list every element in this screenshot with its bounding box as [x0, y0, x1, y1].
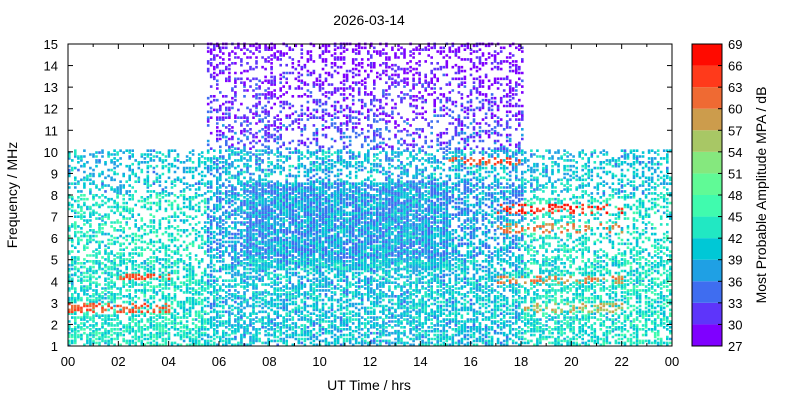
- colorbar-tick-label: 66: [728, 59, 742, 74]
- y-tick-label: 1: [51, 339, 58, 354]
- colorbar-band: [692, 65, 722, 88]
- colorbar-tick-label: 30: [728, 317, 742, 332]
- mpa-pixel-group: [533, 302, 624, 314]
- x-tick-label: 04: [161, 354, 175, 369]
- colorbar-band: [692, 151, 722, 174]
- y-axis-label: Frequency / MHz: [4, 142, 20, 249]
- x-tick-label: 22: [614, 354, 628, 369]
- y-tick-label: 9: [51, 166, 58, 181]
- x-tick-label: 12: [363, 354, 377, 369]
- y-tick-label: 3: [51, 296, 58, 311]
- x-tick-label: 00: [665, 354, 679, 369]
- y-tick-label: 2: [51, 317, 58, 332]
- y-tick-label: 4: [51, 274, 58, 289]
- colorbar-tick-label: 45: [728, 210, 742, 225]
- x-tick-label: 00: [61, 354, 75, 369]
- colorbar-tick-label: 69: [728, 37, 742, 52]
- y-tick-label: 6: [51, 231, 58, 246]
- colorbar-tick-label: 60: [728, 102, 742, 117]
- colorbar-tick-label: 42: [728, 231, 742, 246]
- colorbar-tick-label: 57: [728, 123, 742, 138]
- colorbar-ticks: 27 30 33 36 39 42 45 48 51 54 57 60 63 66 69: [718, 37, 742, 354]
- y-tick-label: 15: [44, 37, 58, 52]
- colorbar-band: [692, 108, 722, 131]
- colorbar-band: [692, 302, 722, 325]
- colorbar-band: [692, 44, 722, 66]
- x-tick-label: 20: [564, 354, 578, 369]
- colorbar: 27 30 33 36 39 42 45 48 51 54 57 60 63 66 69: [691, 37, 742, 354]
- mpa-pixel-group: [505, 203, 624, 215]
- colorbar-tick-label: 27: [728, 339, 742, 354]
- x-axis-label: UT Time / hrs: [327, 377, 411, 393]
- colorbar-band: [692, 195, 722, 217]
- y-tick-label: 14: [44, 59, 58, 74]
- x-tick-label: 14: [413, 354, 427, 369]
- mpa-pixels: [68, 42, 672, 347]
- colorbar-tick-label: 51: [728, 166, 742, 181]
- x-tick-label: 06: [212, 354, 226, 369]
- colorbar-band: [692, 130, 722, 152]
- y-tick-label: 13: [44, 80, 58, 95]
- y-tick-label: 11: [45, 123, 59, 138]
- colorbar-band: [692, 216, 722, 239]
- x-tick-label: 02: [111, 354, 125, 369]
- colorbar-band: [692, 281, 722, 303]
- colorbar-band: [692, 324, 722, 346]
- y-tick-label: 8: [51, 188, 58, 203]
- colorbar-label: Most Probable Amplitude MPA / dB: [753, 87, 769, 304]
- y-tick-label: 5: [51, 253, 58, 268]
- colorbar-tick-label: 63: [728, 80, 742, 95]
- colorbar-band: [692, 238, 722, 260]
- colorbar-tick-label: 36: [728, 274, 742, 289]
- chart-title: 2026-03-14: [333, 12, 405, 28]
- x-tick-label: 18: [514, 354, 528, 369]
- x-tick-label: 16: [463, 354, 477, 369]
- y-tick-label: 7: [51, 210, 58, 225]
- y-tick-label: 10: [44, 145, 58, 160]
- colorbar-tick-label: 33: [728, 296, 742, 311]
- colorbar-band: [692, 259, 722, 282]
- colorbar-tick-label: 48: [728, 188, 742, 203]
- colorbar-band: [692, 173, 722, 195]
- x-tick-label: 10: [312, 354, 326, 369]
- colorbar-bands: [692, 44, 722, 346]
- plot-area: 00 02 04 06 08 10 12 14 16 18 20 22 00 1234567891011…: [44, 37, 680, 369]
- colorbar-band: [692, 87, 722, 109]
- x-tick-label: 08: [262, 354, 276, 369]
- colorbar-tick-label: 39: [728, 253, 742, 268]
- y-tick-label: 12: [44, 102, 58, 117]
- x-axis-ticks: 00 02 04 06 08 10 12 14 16 18 20 22 00: [61, 44, 679, 369]
- colorbar-tick-label: 54: [728, 145, 742, 160]
